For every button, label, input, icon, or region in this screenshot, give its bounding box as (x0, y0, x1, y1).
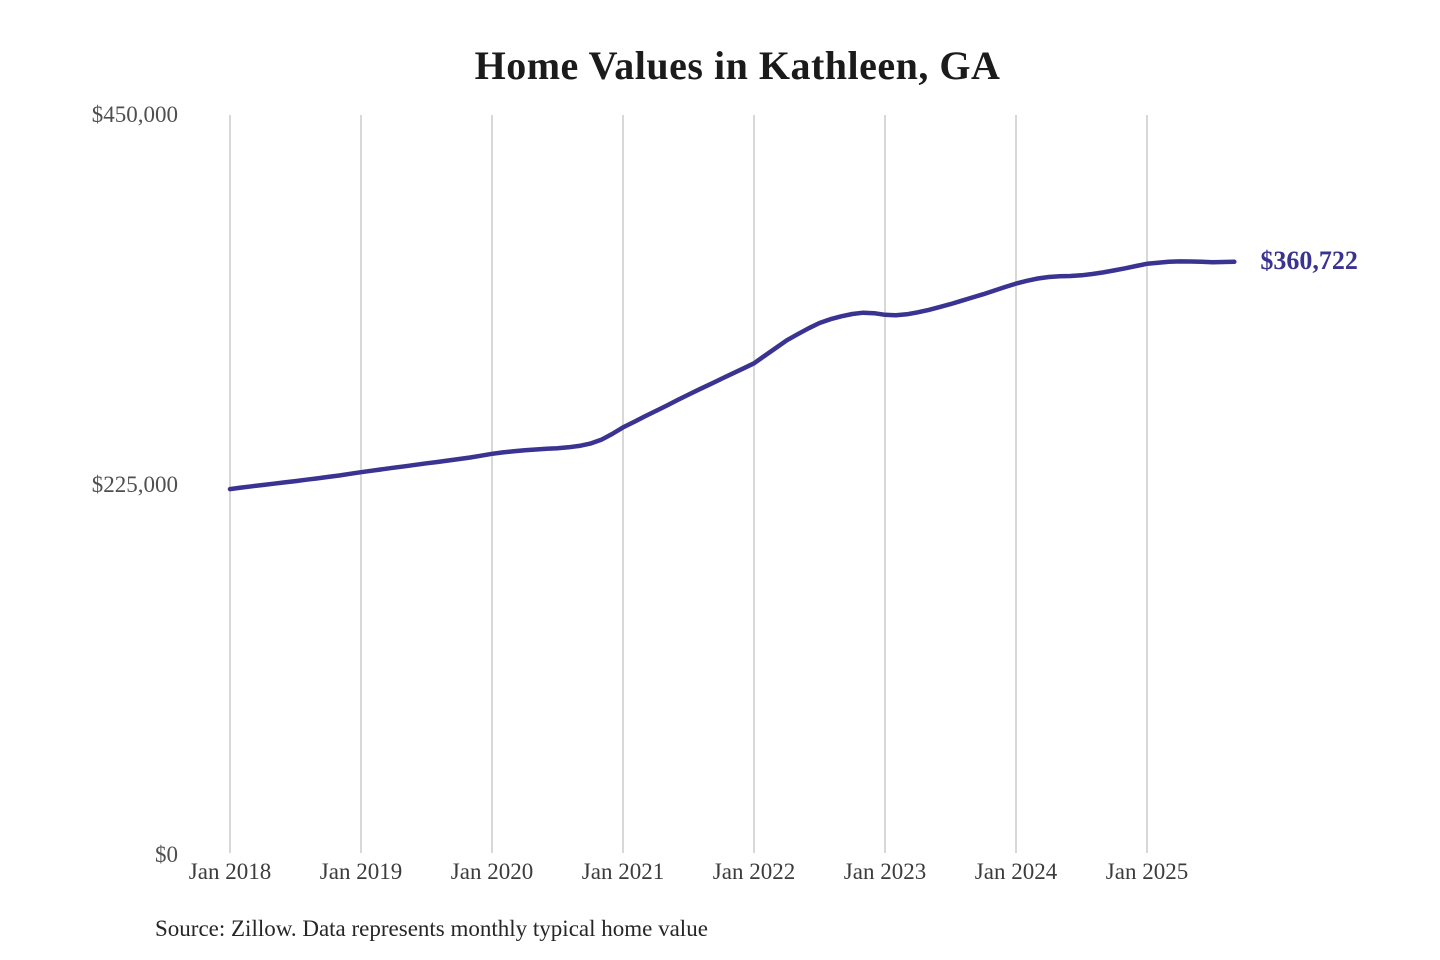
x-axis-tick-label: Jan 2025 (1105, 859, 1189, 884)
chart-title: Home Values in Kathleen, GA (474, 43, 1001, 88)
x-axis-tick-label: Jan 2024 (974, 859, 1058, 884)
x-axis-tick-label: Jan 2021 (581, 859, 665, 884)
y-axis-tick-label: $0 (155, 842, 178, 867)
home-value-line (227, 259, 1237, 492)
x-axis-tick-label: Jan 2020 (450, 859, 534, 884)
x-axis-tick-label: Jan 2019 (319, 859, 403, 884)
source-note: Source: Zillow. Data represents monthly … (155, 916, 708, 941)
latest-value-label: $360,722 (1260, 245, 1358, 275)
x-axis-tick-label: Jan 2022 (712, 859, 796, 884)
y-axis-tick-label: $225,000 (91, 472, 178, 497)
x-axis-tick-label: Jan 2023 (843, 859, 927, 884)
x-axis-tick-label: Jan 2018 (188, 859, 272, 884)
y-axis-tick-label: $450,000 (91, 102, 178, 127)
